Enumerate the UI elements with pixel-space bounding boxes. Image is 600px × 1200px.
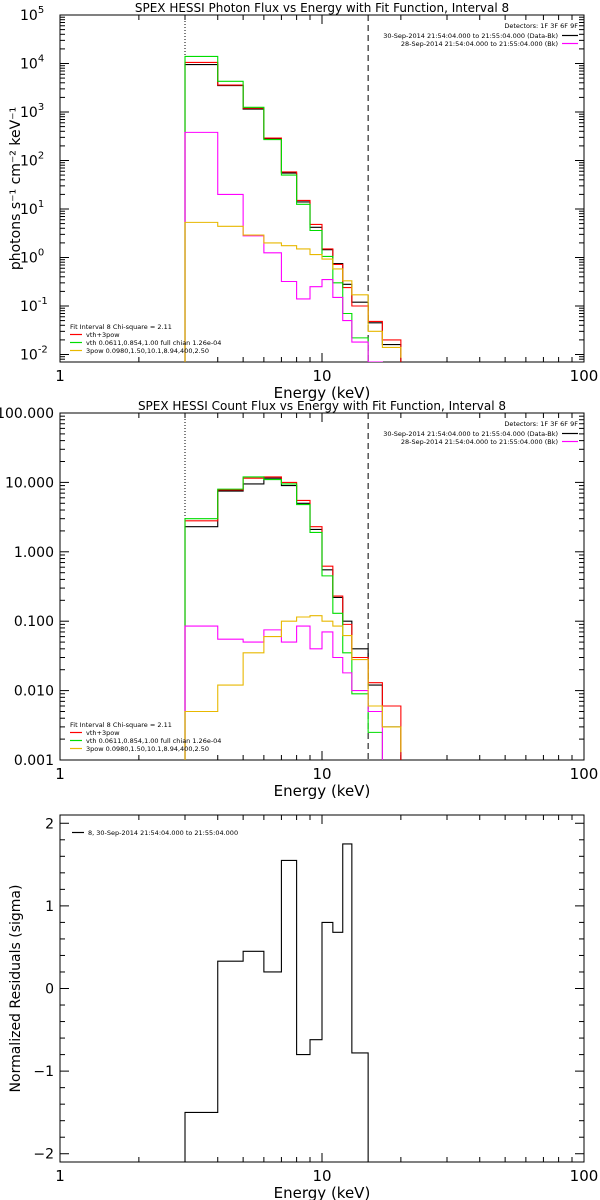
y-tick-label: 105 bbox=[20, 5, 44, 24]
x-axis-label: Energy (keV) bbox=[274, 782, 371, 800]
y-tick-base: 10 bbox=[20, 202, 38, 218]
y-axis: 0.001 0.010 0.100 1.000 10.000 100.000 bbox=[0, 406, 584, 769]
y-tick-label: 10.000 bbox=[5, 475, 54, 491]
y-tick-exponent: 1 bbox=[38, 199, 44, 210]
plot-frame bbox=[59, 412, 585, 761]
detectors-label: Detectors: 1F 3F 6F 9F bbox=[504, 22, 578, 30]
y-tick-exponent: -2 bbox=[38, 344, 48, 355]
y-tick-label: 100.000 bbox=[0, 406, 54, 422]
y-tick-label: 103 bbox=[20, 102, 44, 121]
x-axis-label: Energy (keV) bbox=[274, 384, 371, 402]
y-tick-label: −2 bbox=[33, 1147, 54, 1163]
y-tick-exponent: -1 bbox=[38, 296, 48, 307]
x-tick-label: 10 bbox=[312, 765, 331, 783]
plot-frame bbox=[59, 14, 585, 363]
chart-panel-2: SPEX HESSI Count Flux vs Energy with Fit… bbox=[0, 399, 598, 800]
y-tick-label: 102 bbox=[20, 150, 44, 169]
x-axis: 1 10 100 Energy (keV) bbox=[55, 413, 598, 800]
y-tick-label: 1 bbox=[45, 899, 54, 915]
y-tick-base: 10 bbox=[20, 250, 38, 266]
fit-legend-item: vth+3pow bbox=[86, 331, 120, 339]
y-axis: −2 −1 0 1 2 Normalized Residuals (sigma) bbox=[8, 816, 584, 1163]
fit-legend-item: 3pow 0.0980,1.50,10.1,8.94,400,2.50 bbox=[86, 745, 209, 753]
y-tick-exponent: 2 bbox=[38, 150, 44, 161]
y-tick-label: 2 bbox=[45, 816, 54, 832]
series-line-3 bbox=[184, 476, 383, 760]
y-tick-exponent: 5 bbox=[38, 5, 44, 16]
series-group bbox=[184, 843, 369, 1162]
y-tick-label: 0 bbox=[45, 982, 54, 998]
detectors-label: Detectors: 1F 3F 6F 9F bbox=[504, 420, 578, 428]
y-tick-base: 10 bbox=[20, 299, 38, 315]
y-tick-label: 0.001 bbox=[14, 753, 54, 769]
y-tick-exponent: 0 bbox=[38, 247, 44, 258]
x-tick-label: 100 bbox=[570, 1167, 599, 1185]
fit-legend-item: vth 0.0611,0.854,1.00 full chian 1.26e-0… bbox=[86, 339, 221, 347]
series-line-5 bbox=[184, 221, 402, 362]
fit-legend: Fit Interval 8 Chi-square = 2.11vth+3pow… bbox=[70, 721, 221, 753]
series-group bbox=[184, 55, 402, 362]
fit-legend-item: 3pow 0.0980,1.50,10.1,8.94,400,2.50 bbox=[86, 347, 209, 355]
x-axis: 1 10 100 Energy (keV) bbox=[55, 15, 598, 402]
series-line-4 bbox=[184, 131, 383, 362]
fit-legend-item: vth+3pow bbox=[86, 729, 120, 737]
y-axis-label: photons s⁻¹ cm⁻² keV⁻¹ bbox=[8, 107, 24, 270]
residual-legend: 8, 30-Sep-2014 21:54:04.000 to 21:55:04.… bbox=[72, 829, 238, 837]
y-tick-label: 100 bbox=[20, 247, 44, 266]
x-tick-label: 1 bbox=[55, 367, 65, 385]
time-range-label: 30-Sep-2014 21:54:04.000 to 21:55:04.000… bbox=[383, 32, 558, 40]
y-tick-label: 0.100 bbox=[14, 614, 54, 630]
chart-title: SPEX HESSI Photon Flux vs Energy with Fi… bbox=[135, 1, 509, 15]
series-line-3 bbox=[184, 55, 369, 362]
series-line-1 bbox=[184, 843, 369, 1162]
fit-legend-heading: Fit Interval 8 Chi-square = 2.11 bbox=[70, 721, 172, 729]
detector-legend: Detectors: 1F 3F 6F 9F 30-Sep-2014 21:54:… bbox=[383, 22, 578, 48]
y-tick-exponent: 3 bbox=[38, 102, 44, 113]
y-tick-base: 10 bbox=[20, 8, 38, 24]
y-tick-label: 10-1 bbox=[20, 296, 48, 315]
y-tick-base: 10 bbox=[20, 56, 38, 72]
y-tick-exponent: 4 bbox=[38, 53, 44, 64]
x-tick-label: 100 bbox=[570, 765, 599, 783]
chart-panel-1: SPEX HESSI Photon Flux vs Energy with Fi… bbox=[8, 1, 598, 402]
residual-legend-label: 8, 30-Sep-2014 21:54:04.000 to 21:55:04.… bbox=[88, 829, 238, 837]
y-axis-label: Normalized Residuals (sigma) bbox=[8, 885, 24, 1093]
time-range-label: 28-Sep-2014 21:54:04.000 to 21:55:04.000… bbox=[401, 438, 558, 446]
y-tick-label: −1 bbox=[33, 1064, 54, 1080]
y-tick-label: 10-2 bbox=[20, 344, 48, 363]
y-tick-base: 10 bbox=[20, 153, 38, 169]
fit-legend-heading: Fit Interval 8 Chi-square = 2.11 bbox=[70, 323, 172, 331]
chart-title: SPEX HESSI Count Flux vs Energy with Fit… bbox=[138, 399, 506, 413]
y-tick-label: 0.010 bbox=[14, 684, 54, 700]
x-tick-label: 10 bbox=[312, 1167, 331, 1185]
detector-legend: Detectors: 1F 3F 6F 9F 30-Sep-2014 21:54:… bbox=[383, 420, 578, 446]
series-line-4 bbox=[184, 625, 383, 760]
series-line-5 bbox=[184, 615, 402, 760]
x-tick-label: 1 bbox=[55, 765, 65, 783]
y-tick-label: 101 bbox=[20, 199, 44, 218]
fit-legend: Fit Interval 8 Chi-square = 2.11vth+3pow… bbox=[70, 323, 221, 355]
x-axis: 1 10 100 Energy (keV) bbox=[55, 815, 598, 1200]
y-tick-label: 104 bbox=[20, 53, 44, 72]
series-group bbox=[184, 476, 402, 760]
x-axis-label: Energy (keV) bbox=[274, 1184, 371, 1200]
x-tick-label: 100 bbox=[570, 367, 599, 385]
y-tick-base: 10 bbox=[20, 105, 38, 121]
time-range-label: 28-Sep-2014 21:54:04.000 to 21:55:04.000… bbox=[401, 40, 558, 48]
chart-panel-3: 1 10 100 Energy (keV) −2 −1 0 1 2 Normalized Resi… bbox=[8, 814, 598, 1200]
x-tick-label: 10 bbox=[312, 367, 331, 385]
y-tick-label: 1.000 bbox=[14, 545, 54, 561]
fit-legend-item: vth 0.0611,0.854,1.00 full chian 1.26e-0… bbox=[86, 737, 221, 745]
x-tick-label: 1 bbox=[55, 1167, 65, 1185]
y-tick-base: 10 bbox=[20, 347, 38, 363]
time-range-label: 30-Sep-2014 21:54:04.000 to 21:55:04.000… bbox=[383, 430, 558, 438]
